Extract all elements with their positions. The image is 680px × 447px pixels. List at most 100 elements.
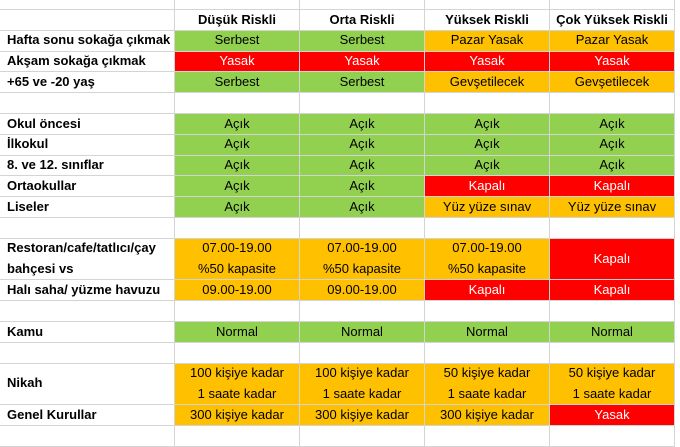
cell-text: %50 kapasite [322,261,402,277]
cell-text: Açık [349,198,375,214]
cell-text: Açık [224,115,250,131]
status-cell: Serbest [300,72,425,94]
empty-cell [0,0,175,10]
cell-text: 300 kişiye kadar [315,406,409,422]
cell-text: Kamu [7,323,44,339]
empty-cell [300,301,425,322]
status-cell: Pazar Yasak [425,30,550,52]
cell-text: %50 kapasite [447,261,527,277]
row-label: Nikah [0,363,175,406]
row-label: Restoran/cafe/tatlıcı/çay bahçesi vs [0,238,175,281]
empty-cell [425,0,550,10]
cell-text: Kapalı [593,281,631,297]
empty-cell [550,426,675,447]
cell-text: Açık [349,115,375,131]
status-cell: Yasak [175,51,300,73]
empty-cell [0,10,175,31]
status-cell: Serbest [300,30,425,52]
cell-text: 07.00-19.00 [202,240,272,256]
status-cell: 50 kişiye kadar 1 saate kadar [550,363,675,406]
status-cell: Açık [175,114,300,135]
empty-cell [300,426,425,447]
cell-text: 1 saate kadar [322,385,402,401]
cell-text: Çok Yüksek Riskli [556,11,668,27]
empty-cell [300,218,425,239]
status-cell: Yasak [300,51,425,73]
row-label: Genel Kurullar [0,405,175,426]
column-header: Yüksek Riskli [425,10,550,31]
cell-text: Yasak [219,53,255,69]
cell-text: 1 saate kadar [572,385,652,401]
cell-text: Yüz yüze sınav [442,198,532,214]
cell-text: Yasak [594,406,630,422]
empty-cell [175,93,300,114]
cell-text: Normal [216,323,258,339]
status-cell: Normal [300,322,425,343]
column-header: Düşük Riskli [175,10,300,31]
status-cell: 300 kişiye kadar [175,405,300,426]
cell-text: Açık [224,157,250,173]
cell-text: Gevşetilecek [449,73,525,89]
cell-text: Açık [599,157,625,173]
status-cell: Açık [175,155,300,177]
cell-text: Yasak [344,53,380,69]
status-cell: Kapalı [425,176,550,198]
cell-text: Yasak [469,53,505,69]
row-label: Akşam sokağa çıkmak [0,51,175,73]
cell-text: 1 saate kadar [447,385,527,401]
status-cell: 300 kişiye kadar [300,405,425,426]
cell-text: İlkokul [7,136,49,152]
cell-text: Kapalı [593,250,631,266]
status-cell: Açık [300,155,425,177]
row-label: Okul öncesi [0,114,175,135]
empty-cell [175,218,300,239]
row-label: Halı saha/ yüzme havuzu [0,280,175,302]
row-label: İlkokul [0,134,175,156]
cell-text: Akşam sokağa çıkmak [7,53,146,69]
status-cell: Kapalı [550,176,675,198]
status-cell: Pazar Yasak [550,30,675,52]
status-cell: Serbest [175,72,300,94]
cell-text: Genel Kurullar [7,406,97,422]
status-cell: 100 kişiye kadar 1 saate kadar [175,363,300,406]
status-cell: Açık [300,176,425,198]
status-cell: Açık [425,134,550,156]
empty-cell [0,218,175,239]
cell-text: Gevşetilecek [574,73,650,89]
status-cell: Kapalı [550,280,675,302]
empty-cell [550,218,675,239]
cell-text: 100 kişiye kadar [315,365,409,381]
status-cell: Açık [550,155,675,177]
column-header: Çok Yüksek Riskli [550,10,675,31]
cell-text: 100 kişiye kadar [190,365,284,381]
cell-text: Serbest [339,32,385,48]
status-cell: Serbest [175,30,300,52]
empty-cell [175,301,300,322]
empty-cell [425,301,550,322]
empty-cell [300,0,425,10]
cell-text: Açık [224,136,250,152]
cell-text: Nikah [7,375,43,391]
cell-text: Hafta sonu sokağa çıkmak [7,32,171,48]
cell-text: Normal [341,323,383,339]
cell-text: Açık [349,136,375,152]
status-cell: 50 kişiye kadar 1 saate kadar [425,363,550,406]
status-cell: 300 kişiye kadar [425,405,550,426]
row-label: Liseler [0,197,175,218]
row-label: Ortaokullar [0,176,175,198]
status-cell: Açık [550,114,675,135]
status-cell: 09.00-19.00 [175,280,300,302]
empty-cell [550,93,675,114]
status-cell: Yasak [550,51,675,73]
cell-text: 300 kişiye kadar [190,406,284,422]
status-cell: 09.00-19.00 [300,280,425,302]
status-cell: Kapalı [550,238,675,281]
cell-text: +65 ve -20 yaş [7,73,95,89]
empty-cell [175,0,300,10]
cell-text: Pazar Yasak [575,32,649,48]
status-cell: Açık [175,134,300,156]
cell-text: Serbest [214,73,260,89]
empty-cell [0,426,175,447]
cell-text: 300 kişiye kadar [440,406,534,422]
